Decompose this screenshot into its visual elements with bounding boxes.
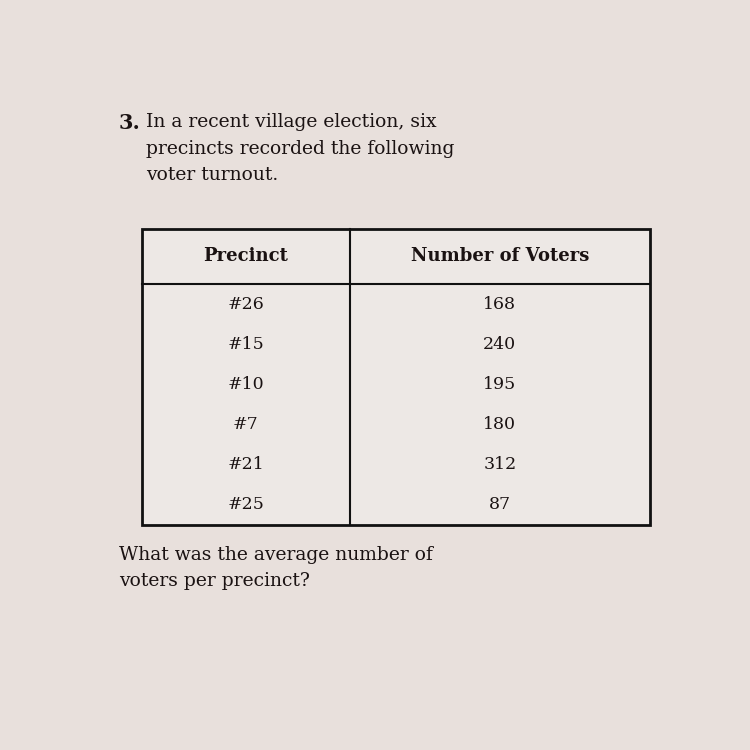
Text: #15: #15 (227, 336, 264, 352)
Bar (142, 229, 650, 525)
Text: #26: #26 (227, 296, 264, 313)
Text: 195: 195 (483, 376, 517, 393)
Text: #21: #21 (227, 456, 264, 473)
Text: 3.: 3. (118, 113, 140, 133)
Text: In a recent village election, six
precincts recorded the following
voter turnout: In a recent village election, six precin… (146, 113, 454, 184)
Text: Precinct: Precinct (203, 248, 288, 266)
Text: #7: #7 (233, 416, 259, 434)
Text: #10: #10 (227, 376, 264, 393)
Text: 168: 168 (483, 296, 516, 313)
Text: #25: #25 (227, 496, 264, 514)
Text: Number of Voters: Number of Voters (411, 248, 589, 266)
Text: 240: 240 (483, 336, 517, 352)
Text: 180: 180 (483, 416, 516, 434)
Text: What was the average number of
voters per precinct?: What was the average number of voters pe… (118, 546, 433, 590)
Text: 87: 87 (489, 496, 511, 514)
Text: 312: 312 (483, 456, 517, 473)
